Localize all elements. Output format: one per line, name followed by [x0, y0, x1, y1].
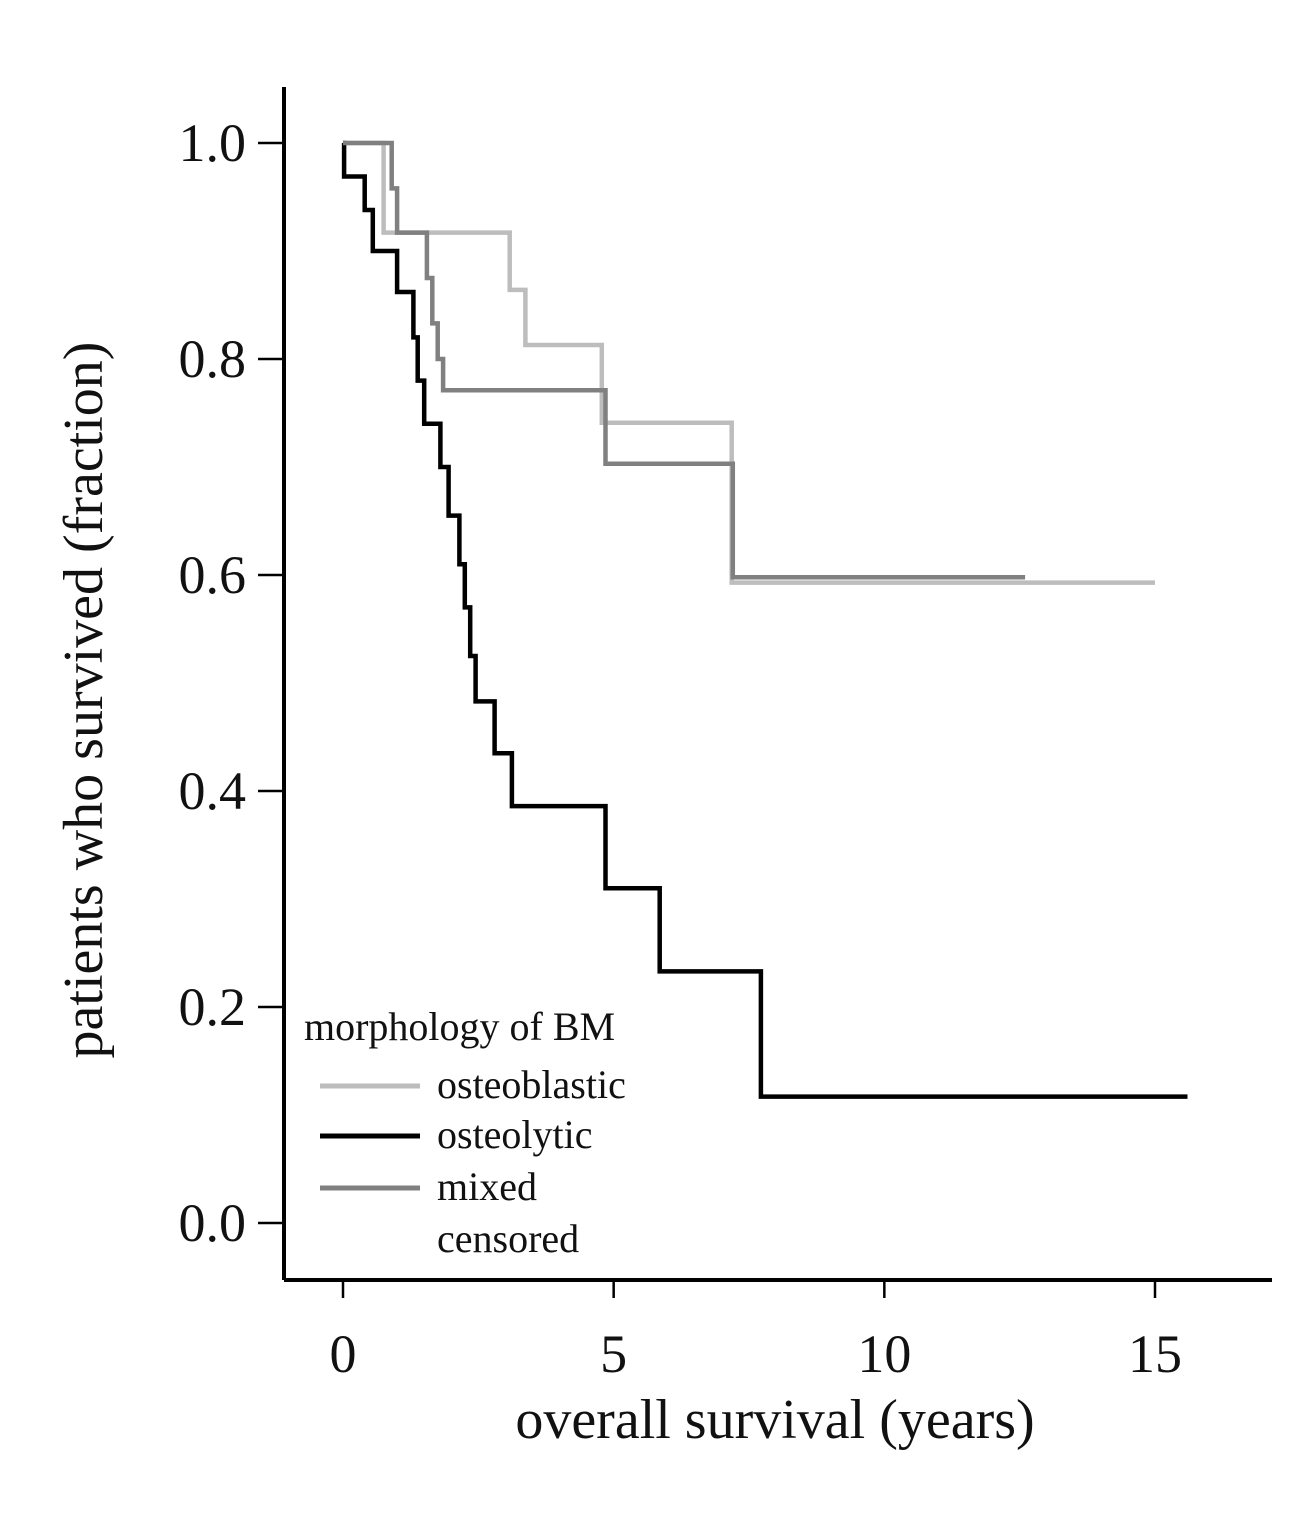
y-tick-label: 1.0 — [179, 113, 247, 173]
x-tick-label: 5 — [600, 1324, 627, 1384]
y-axis-title: patients who survived (fraction) — [53, 342, 115, 1059]
legend-label-mixed: mixed — [437, 1164, 537, 1209]
legend-label-osteolytic: osteolytic — [437, 1112, 593, 1157]
y-tick-label: 0.4 — [179, 761, 247, 821]
legend-title: morphology of BM — [304, 1004, 615, 1049]
legend-label-censored: censored — [437, 1216, 579, 1261]
series-line-osteolytic — [341, 140, 1188, 1099]
series-line-osteoblastic — [343, 140, 1155, 585]
legend: morphology of BM osteoblastic osteolytic mi… — [304, 1004, 626, 1261]
x-tick-label: 15 — [1128, 1324, 1182, 1384]
y-tick-label: 0.8 — [179, 329, 247, 389]
series-group — [341, 140, 1188, 1099]
series-line-mixed — [343, 140, 1026, 580]
axes: 0.0 0.2 0.4 0.6 0.8 1.0 0 5 10 15 overall survival… — [53, 87, 1272, 1451]
x-tick-label: 10 — [857, 1324, 911, 1384]
x-axis-title: overall survival (years) — [515, 1389, 1034, 1451]
legend-label-osteoblastic: osteoblastic — [437, 1062, 626, 1107]
x-tick-label: 0 — [330, 1324, 357, 1384]
y-tick-label: 0.0 — [179, 1193, 247, 1253]
y-tick-label: 0.2 — [179, 977, 247, 1037]
y-tick-label: 0.6 — [179, 545, 247, 605]
